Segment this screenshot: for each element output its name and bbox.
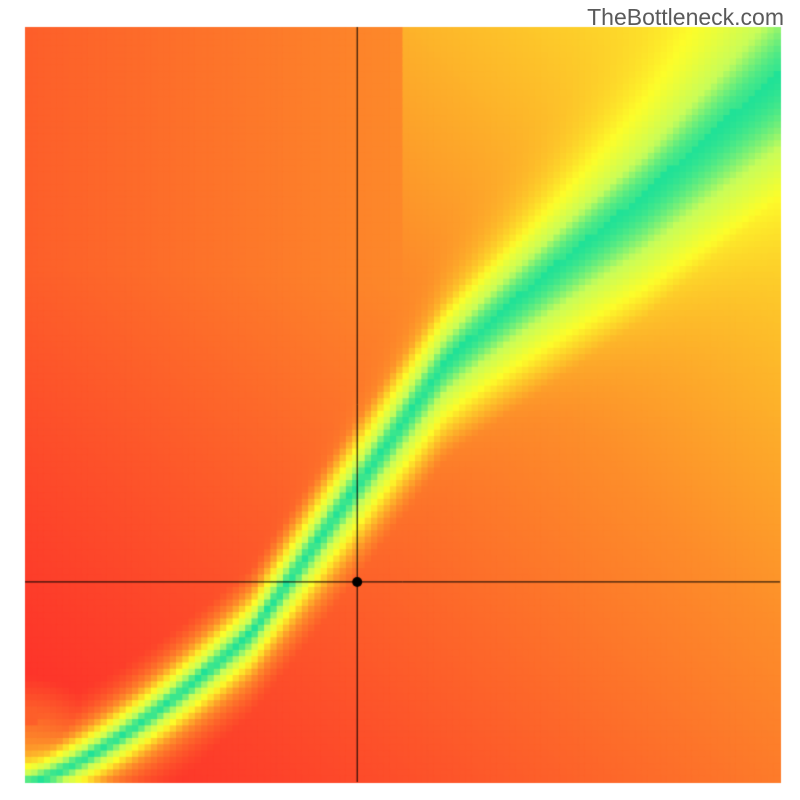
watermark-text: TheBottleneck.com xyxy=(587,4,784,31)
chart-container: TheBottleneck.com xyxy=(0,0,800,800)
bottleneck-heatmap xyxy=(0,0,800,800)
